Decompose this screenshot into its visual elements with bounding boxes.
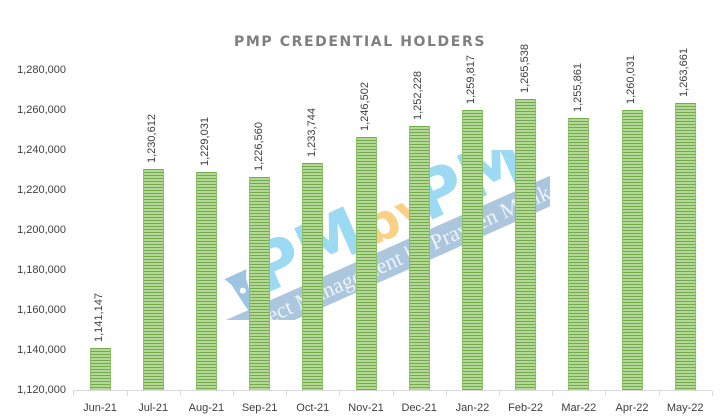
y-tick-label: 1,180,000: [17, 264, 66, 276]
x-tick-label: Aug-21: [188, 402, 225, 414]
x-tick-mark: [179, 391, 181, 396]
x-tick-mark: [73, 391, 75, 396]
x-tick-mark: [552, 391, 554, 396]
bar-sep-21: [249, 176, 271, 390]
x-tick-mark: [445, 391, 447, 396]
x-tick-label: Nov-21: [348, 402, 384, 414]
x-tick-label: Oct-21: [296, 402, 330, 414]
bar-apr-22: [621, 109, 643, 390]
data-label: 1,230,612: [146, 113, 159, 163]
data-label: 1,246,502: [359, 82, 371, 131]
x-tick-label: Sep-21: [241, 402, 278, 414]
x-tick-label: May-22: [666, 402, 704, 414]
data-label: 1,141,147: [93, 292, 105, 342]
x-tick-mark: [499, 391, 500, 396]
bar-aug-21: [195, 171, 217, 390]
x-tick-mark: [605, 391, 607, 396]
data-label: 1,233,744: [305, 107, 318, 157]
x-tick-mark: [126, 391, 128, 396]
bar-jun-21: [89, 347, 111, 390]
x-tick-mark: [392, 391, 394, 396]
bar-jan-22: [461, 110, 483, 390]
x-tick-label: Apr-22: [615, 402, 649, 414]
bar-jul-21: [142, 168, 164, 390]
bar-may-22: [674, 102, 696, 390]
bar-feb-22: [515, 98, 537, 390]
bar-dec-21: [408, 125, 430, 390]
x-tick-label: Mar-22: [561, 402, 597, 414]
data-label: 1,265,538: [518, 43, 531, 93]
svg-text:Project Management by Praveen: Project Management by Praveen Malik: [229, 180, 550, 320]
x-tick-label: Jun-21: [83, 402, 117, 414]
y-tick-label: 1,160,000: [17, 304, 66, 316]
data-label: 1,229,031: [199, 117, 212, 166]
data-label: 1,226,560: [252, 121, 265, 171]
x-tick-label: Jul-21: [138, 402, 169, 414]
bar-mar-22: [568, 118, 590, 390]
y-tick-label: 1,260,000: [17, 104, 66, 116]
x-tick-mark: [233, 391, 234, 396]
data-label: 1,263,661: [678, 47, 691, 97]
x-tick-label: Dec-21: [401, 402, 437, 414]
x-tick-mark: [339, 391, 341, 396]
data-label: 1,252,228: [412, 70, 425, 120]
y-tick-label: 1,220,000: [17, 184, 66, 196]
data-label: 1,259,817: [465, 55, 478, 105]
x-tick-label: Jan-22: [455, 402, 490, 414]
data-label: 1,255,861: [571, 63, 584, 113]
data-label: 1,260,031: [625, 55, 637, 104]
x-tick-label: Feb-22: [508, 402, 544, 414]
y-tick-label: 1,240,000: [17, 144, 66, 156]
x-tick-mark: [658, 391, 660, 396]
y-tick-label: 1,200,000: [17, 224, 66, 236]
bar-oct-21: [302, 162, 324, 390]
y-tick-label: 1,140,000: [17, 344, 66, 356]
y-tick-label: 1,280,000: [17, 64, 66, 76]
x-tick-mark: [286, 391, 288, 396]
bar-nov-21: [355, 136, 377, 390]
x-axis-line: [73, 390, 712, 391]
x-tick-mark: [711, 391, 713, 396]
y-tick-label: 1,120,000: [17, 384, 66, 396]
chart-title: PMP CREDENTIAL HOLDERS: [233, 34, 487, 50]
